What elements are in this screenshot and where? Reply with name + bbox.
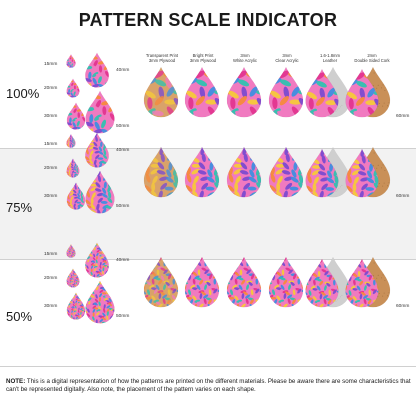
size-preview xyxy=(85,280,115,324)
material-sample xyxy=(184,146,220,198)
material-header: Bright Print 3mm Plywood xyxy=(189,53,217,63)
note-label: NOTE: xyxy=(6,378,26,385)
size-preview xyxy=(66,54,76,68)
size-preview xyxy=(85,132,109,168)
size-label: 15mm xyxy=(44,252,58,257)
material-sample-front xyxy=(345,258,379,308)
row-separator xyxy=(0,259,416,260)
size-label: 20mm xyxy=(44,276,58,281)
material-sample xyxy=(226,256,262,308)
scale-label: 100% xyxy=(6,86,40,101)
material-sample xyxy=(268,256,304,308)
size-label: 40mm xyxy=(116,68,130,73)
size-preview xyxy=(66,102,86,130)
size-preview xyxy=(66,244,76,258)
size-label: 50mm xyxy=(116,204,130,209)
size-preview xyxy=(66,134,76,148)
material-sample xyxy=(143,66,179,118)
material-sample xyxy=(143,146,179,198)
size-label: 30mm xyxy=(44,304,58,309)
page-title: PATTERN SCALE INDICATOR xyxy=(78,10,338,30)
material-sample xyxy=(268,66,304,118)
scale-label: 50% xyxy=(6,309,33,324)
size-label: 40mm xyxy=(116,258,130,263)
size-label: 50mm xyxy=(116,314,130,319)
material-sample xyxy=(226,66,262,118)
material-sample xyxy=(305,68,339,118)
disclaimer-note: NOTE: This is a digital representation o… xyxy=(6,378,411,394)
material-header: 3mm Clear Acrylic xyxy=(275,53,299,63)
material-sample xyxy=(268,146,304,198)
max-size-label: 60mm xyxy=(396,194,410,199)
note-text: This is a digital representation of how … xyxy=(6,378,411,393)
size-preview xyxy=(85,242,109,278)
material-sample xyxy=(226,146,262,198)
size-preview xyxy=(66,292,86,320)
size-preview xyxy=(85,170,115,214)
size-label: 15mm xyxy=(44,142,58,147)
max-size-label: 60mm xyxy=(396,304,410,309)
material-sample xyxy=(184,256,220,308)
size-preview xyxy=(66,158,80,178)
material-header: 1.6-1.8mm Leather xyxy=(319,53,340,63)
material-sample xyxy=(305,148,339,198)
row-separator xyxy=(0,366,416,367)
size-label: 15mm xyxy=(44,62,58,67)
material-sample-front xyxy=(345,148,379,198)
size-preview xyxy=(85,90,115,134)
material-header: Transparent Print 3mm Plywood xyxy=(145,53,179,63)
material-sample-front xyxy=(345,68,379,118)
size-label: 50mm xyxy=(116,124,130,129)
size-label: 40mm xyxy=(116,148,130,153)
size-preview xyxy=(85,52,109,88)
scale-label: 75% xyxy=(6,200,33,215)
material-header: 3mm White Acrylic xyxy=(233,53,257,63)
material-sample xyxy=(305,258,339,308)
row-separator xyxy=(0,148,416,149)
size-preview xyxy=(66,182,86,210)
size-label: 20mm xyxy=(44,166,58,171)
max-size-label: 60mm xyxy=(396,114,410,119)
size-label: 30mm xyxy=(44,114,58,119)
material-sample xyxy=(143,256,179,308)
size-label: 20mm xyxy=(44,86,58,91)
size-preview xyxy=(66,268,80,288)
material-header: 2mm Double Sided Cork xyxy=(354,53,390,63)
size-preview xyxy=(66,78,80,98)
material-sample xyxy=(184,66,220,118)
size-label: 30mm xyxy=(44,194,58,199)
